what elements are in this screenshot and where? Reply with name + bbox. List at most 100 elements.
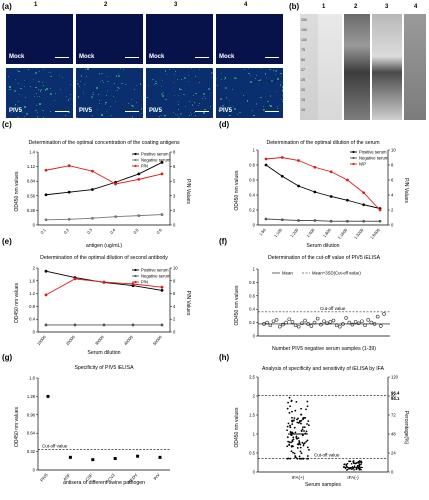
speckle [165, 74, 167, 75]
speckle [123, 68, 124, 70]
speckle [79, 85, 81, 87]
data-point [301, 441, 304, 444]
speckle [14, 104, 17, 107]
data-point [293, 452, 296, 455]
legend-label: Negative serum [141, 274, 171, 279]
speckle [97, 93, 99, 95]
speckle [140, 107, 143, 110]
micrograph-row-label: Mock [9, 54, 25, 60]
panel-label: (e) [2, 237, 12, 246]
data-point [288, 411, 291, 414]
speckle [180, 79, 182, 80]
speckle [117, 89, 119, 91]
data-point [353, 465, 356, 468]
speckle [211, 117, 213, 118]
speckle [76, 92, 78, 94]
speckle [36, 116, 39, 118]
data-point [359, 461, 361, 463]
data-point [298, 440, 301, 442]
speckle [35, 86, 37, 89]
data-point [352, 460, 355, 463]
x-axis-label: Number PIV5 negative serum samples (1-39… [272, 346, 376, 352]
data-point [291, 416, 293, 419]
speckle [132, 115, 134, 117]
x-tick-label: 0.4 [109, 227, 117, 235]
speckle [177, 104, 179, 106]
speckle [172, 81, 174, 83]
speckle [209, 105, 211, 107]
data-point [67, 217, 71, 221]
speckle [36, 95, 39, 98]
y-tick-label: 1 [253, 267, 256, 272]
speckle [211, 72, 213, 74]
panel-label: (f) [219, 237, 227, 246]
data-point [137, 177, 141, 181]
data-point [293, 426, 296, 429]
speckle [107, 80, 109, 83]
chart-g: (g) Specificity of PIV5 iELISA OD450 nm va… [2, 353, 170, 486]
speckle [42, 117, 44, 118]
data-point [286, 429, 288, 432]
speckle [155, 80, 157, 83]
legend-marker [134, 158, 137, 162]
speckle [98, 73, 101, 75]
speckle [227, 106, 229, 108]
speckle [77, 83, 79, 85]
x-tick-label: PEDV [127, 472, 138, 484]
speckle [115, 75, 118, 77]
data-point [295, 456, 297, 459]
speckle [85, 76, 87, 78]
data-point [280, 218, 284, 222]
speckle [106, 111, 108, 113]
speckle [243, 94, 245, 96]
speckle [155, 82, 157, 85]
speckle [250, 81, 252, 83]
y2-tick-label: 10 [391, 148, 396, 153]
chart-f: (f) Determination of the cut-off value of… [219, 237, 390, 352]
speckle [39, 90, 42, 92]
speckle [172, 111, 175, 114]
data-point [358, 461, 360, 464]
speckle [116, 87, 118, 88]
y-tick-label: 0.2 [249, 320, 255, 325]
speckle [199, 102, 201, 104]
panel-label: (c) [2, 120, 12, 129]
speckle [118, 86, 120, 88]
speckle [280, 73, 282, 75]
data-point [360, 463, 362, 465]
speckle [235, 78, 237, 79]
speckle [237, 113, 239, 115]
percentage-label: 94.1 [391, 396, 400, 401]
y2-tick-label: 8 [173, 278, 176, 283]
speckle [199, 69, 201, 71]
speckle [69, 84, 72, 86]
data-point [305, 430, 308, 433]
speckle [124, 83, 126, 85]
y-tick-label: 1.4 [29, 150, 35, 155]
speckle [160, 85, 162, 87]
speckle [109, 105, 112, 108]
series-line [265, 157, 381, 211]
y2-tick-label: 2 [173, 208, 176, 213]
cutoff-label: Cut-off value [314, 452, 340, 457]
data-point [298, 442, 301, 445]
speckle [161, 93, 164, 96]
micrograph-row-label: PIV5 [149, 108, 163, 114]
speckle [14, 107, 17, 110]
speckle [176, 114, 179, 116]
data-point [360, 468, 362, 471]
speckle [135, 85, 137, 87]
speckle [265, 76, 268, 79]
data-point [293, 417, 296, 420]
data-point [286, 436, 289, 439]
speckle [226, 111, 228, 113]
speckle [102, 80, 103, 82]
speckle [39, 103, 41, 105]
speckle [21, 112, 24, 114]
data-point [329, 219, 333, 223]
speckle [15, 79, 17, 81]
chart-h: (h) Analysis of specificity and sensitivi… [219, 353, 409, 488]
blot-lane-2 [344, 14, 370, 120]
speckle [187, 75, 189, 76]
panel-label: (g) [2, 353, 13, 362]
